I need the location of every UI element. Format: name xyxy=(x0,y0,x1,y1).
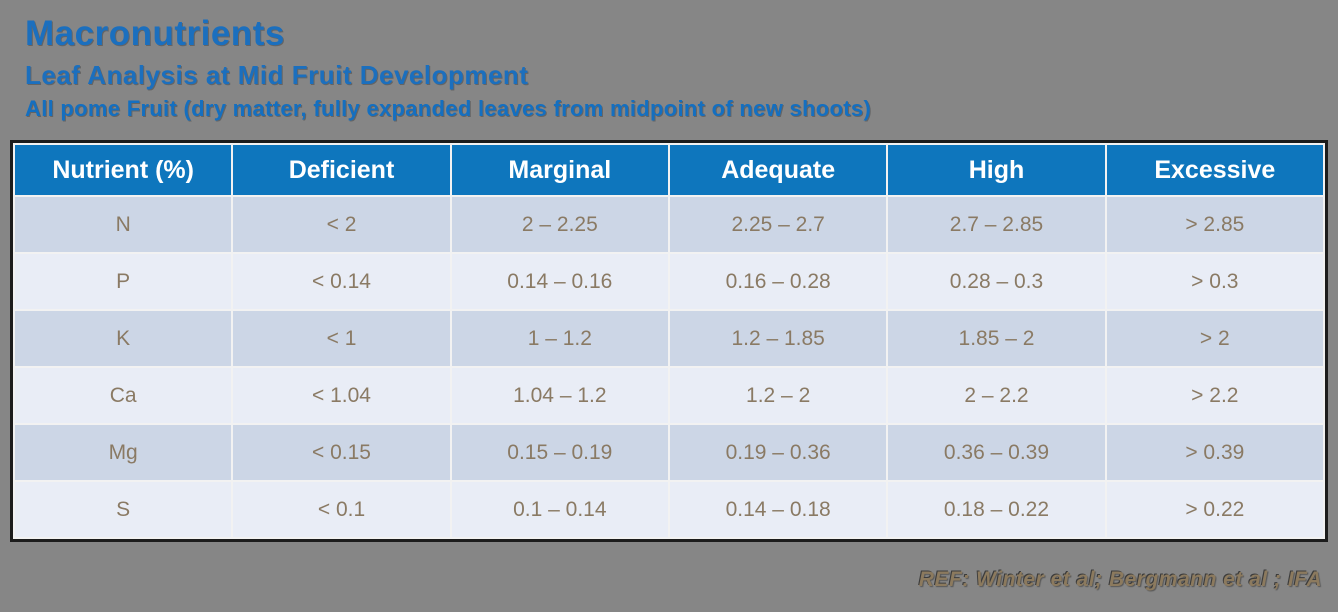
table-cell: 0.18 – 0.22 xyxy=(888,482,1105,537)
table-cell: 2 – 2.25 xyxy=(451,197,668,252)
table-cell: 0.16 – 0.28 xyxy=(669,254,887,309)
page-subtitle: Leaf Analysis at Mid Fruit Development xyxy=(25,60,529,90)
table-row-s: S < 0.1 0.1 – 0.14 0.14 – 0.18 0.18 – 0.… xyxy=(15,482,1323,537)
table-row-n: N < 2 2 – 2.25 2.25 – 2.7 2.7 – 2.85 > 2… xyxy=(15,197,1323,252)
table-cell: 0.1 – 0.14 xyxy=(451,482,668,537)
table-cell: < 0.15 xyxy=(233,425,450,480)
column-header-deficient: Deficient xyxy=(233,145,450,195)
table-cell: > 2.85 xyxy=(1106,197,1323,252)
table-row-p: P < 0.14 0.14 – 0.16 0.16 – 0.28 0.28 – … xyxy=(15,254,1323,309)
table-cell: 1.2 – 2 xyxy=(669,368,887,423)
page-title: Macronutrients xyxy=(25,14,285,53)
table-cell: S xyxy=(15,482,232,537)
table-cell: Mg xyxy=(15,425,232,480)
table-cell: K xyxy=(15,311,232,366)
table-cell: N xyxy=(15,197,232,252)
table-cell: 2.25 – 2.7 xyxy=(669,197,887,252)
table-cell: Ca xyxy=(15,368,232,423)
page-subtitle-detail: All pome Fruit (dry matter, fully expand… xyxy=(25,96,872,121)
table-row-mg: Mg < 0.15 0.15 – 0.19 0.19 – 0.36 0.36 –… xyxy=(15,425,1323,480)
table-cell: 0.19 – 0.36 xyxy=(669,425,887,480)
table-cell: < 0.1 xyxy=(233,482,450,537)
column-header-high: High xyxy=(888,145,1105,195)
table-cell: > 2 xyxy=(1106,311,1323,366)
table-cell: 0.28 – 0.3 xyxy=(888,254,1105,309)
table-row-ca: Ca < 1.04 1.04 – 1.2 1.2 – 2 2 – 2.2 > 2… xyxy=(15,368,1323,423)
nutrient-table: Nutrient (%) Deficient Marginal Adequate… xyxy=(10,140,1328,542)
table-cell: 1 – 1.2 xyxy=(451,311,668,366)
table-cell: > 0.22 xyxy=(1106,482,1323,537)
table-row-k: K < 1 1 – 1.2 1.2 – 1.85 1.85 – 2 > 2 xyxy=(15,311,1323,366)
table-cell: > 2.2 xyxy=(1106,368,1323,423)
table-cell: 0.14 – 0.16 xyxy=(451,254,668,309)
table-cell: P xyxy=(15,254,232,309)
table-cell: 0.14 – 0.18 xyxy=(669,482,887,537)
table-cell: 0.15 – 0.19 xyxy=(451,425,668,480)
column-header-excessive: Excessive xyxy=(1106,145,1323,195)
table-cell: 2.7 – 2.85 xyxy=(888,197,1105,252)
table-cell: 0.36 – 0.39 xyxy=(888,425,1105,480)
table-cell: 1.85 – 2 xyxy=(888,311,1105,366)
column-header-marginal: Marginal xyxy=(451,145,668,195)
column-header-nutrient: Nutrient (%) xyxy=(15,145,232,195)
column-header-adequate: Adequate xyxy=(669,145,887,195)
reference-note: REF: Winter et al; Bergmann et al ; IFA xyxy=(918,568,1322,591)
table-cell: 1.2 – 1.85 xyxy=(669,311,887,366)
table-cell: < 1 xyxy=(233,311,450,366)
table-header-row: Nutrient (%) Deficient Marginal Adequate… xyxy=(15,145,1323,195)
table-cell: 2 – 2.2 xyxy=(888,368,1105,423)
table-cell: < 2 xyxy=(233,197,450,252)
table-cell: < 0.14 xyxy=(233,254,450,309)
table-cell: < 1.04 xyxy=(233,368,450,423)
table-cell: > 0.39 xyxy=(1106,425,1323,480)
table-cell: 1.04 – 1.2 xyxy=(451,368,668,423)
table-cell: > 0.3 xyxy=(1106,254,1323,309)
